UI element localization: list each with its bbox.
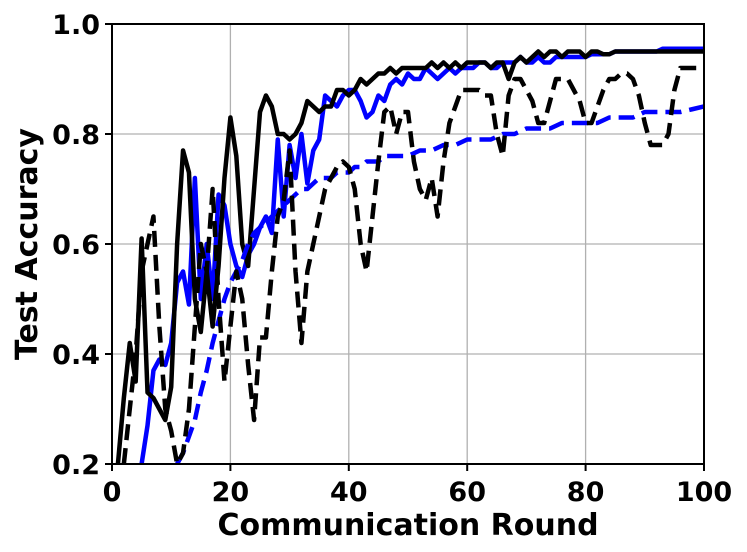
x-tick-label: 80 <box>567 477 605 508</box>
y-tick-label: 0.4 <box>52 340 100 371</box>
x-tick-label: 20 <box>212 477 250 508</box>
series-line-2 <box>115 49 704 464</box>
x-tick-label: 0 <box>103 477 122 508</box>
y-tick-label: 0.8 <box>52 120 100 151</box>
y-axis-ticks: 0.2 0.4 0.6 0.8 1.0 <box>52 10 112 481</box>
series-line-3 <box>175 104 704 464</box>
x-tick-label: 40 <box>330 477 368 508</box>
y-tick-label: 0.6 <box>52 230 100 261</box>
series-group <box>115 46 704 464</box>
y-tick-label: 1.0 <box>52 10 100 41</box>
series-line-4 <box>121 65 704 464</box>
x-axis-ticks: 0 20 40 60 80 100 <box>103 464 732 508</box>
x-tick-label: 100 <box>676 477 732 508</box>
y-axis-label: Test Accuracy <box>10 128 45 360</box>
x-tick-label: 60 <box>448 477 486 508</box>
y-tick-label: 0.2 <box>52 450 100 481</box>
x-axis-label: Communication Round <box>217 508 598 543</box>
